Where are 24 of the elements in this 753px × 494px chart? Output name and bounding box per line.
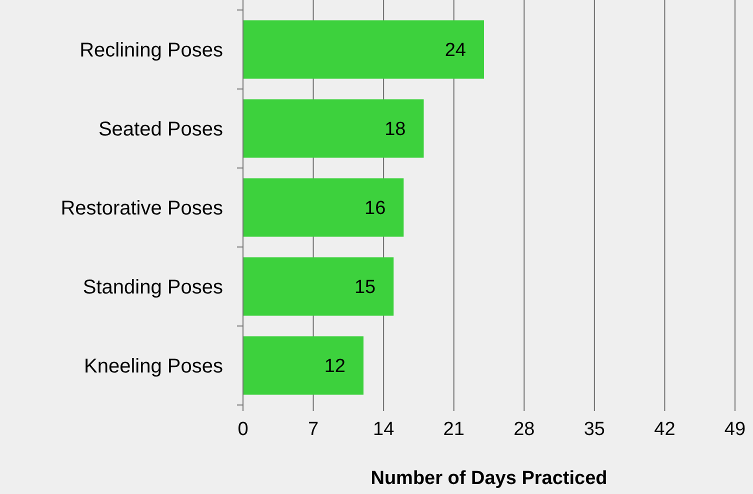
data-label: 18 <box>384 119 406 140</box>
x-tick-label: 7 <box>308 419 319 440</box>
bar <box>243 99 424 158</box>
x-tick-label: 35 <box>584 419 605 440</box>
y-tick-label: Restorative Poses <box>60 198 223 220</box>
bar <box>243 178 404 237</box>
y-tick-label: Kneeling Poses <box>84 356 223 378</box>
x-tick-label: 28 <box>514 419 535 440</box>
x-axis-title: Number of Days Practiced <box>370 468 608 489</box>
x-tick-label: 42 <box>654 419 676 440</box>
x-tick-label: 49 <box>724 419 746 440</box>
data-label: 16 <box>364 198 386 220</box>
data-label: 24 <box>444 40 466 62</box>
bar <box>243 336 364 395</box>
x-tick-label: 14 <box>373 419 395 440</box>
x-tick-label: 0 <box>238 419 248 440</box>
y-tick-label: Seated Poses <box>98 118 223 140</box>
data-label: 15 <box>354 277 376 298</box>
data-label: 12 <box>324 356 346 378</box>
x-tick-label: 21 <box>443 419 464 440</box>
y-tick-label: Reclining Poses <box>80 40 223 62</box>
bar <box>243 257 394 316</box>
y-tick-label: Standing Poses <box>82 276 223 298</box>
bar <box>243 20 484 79</box>
